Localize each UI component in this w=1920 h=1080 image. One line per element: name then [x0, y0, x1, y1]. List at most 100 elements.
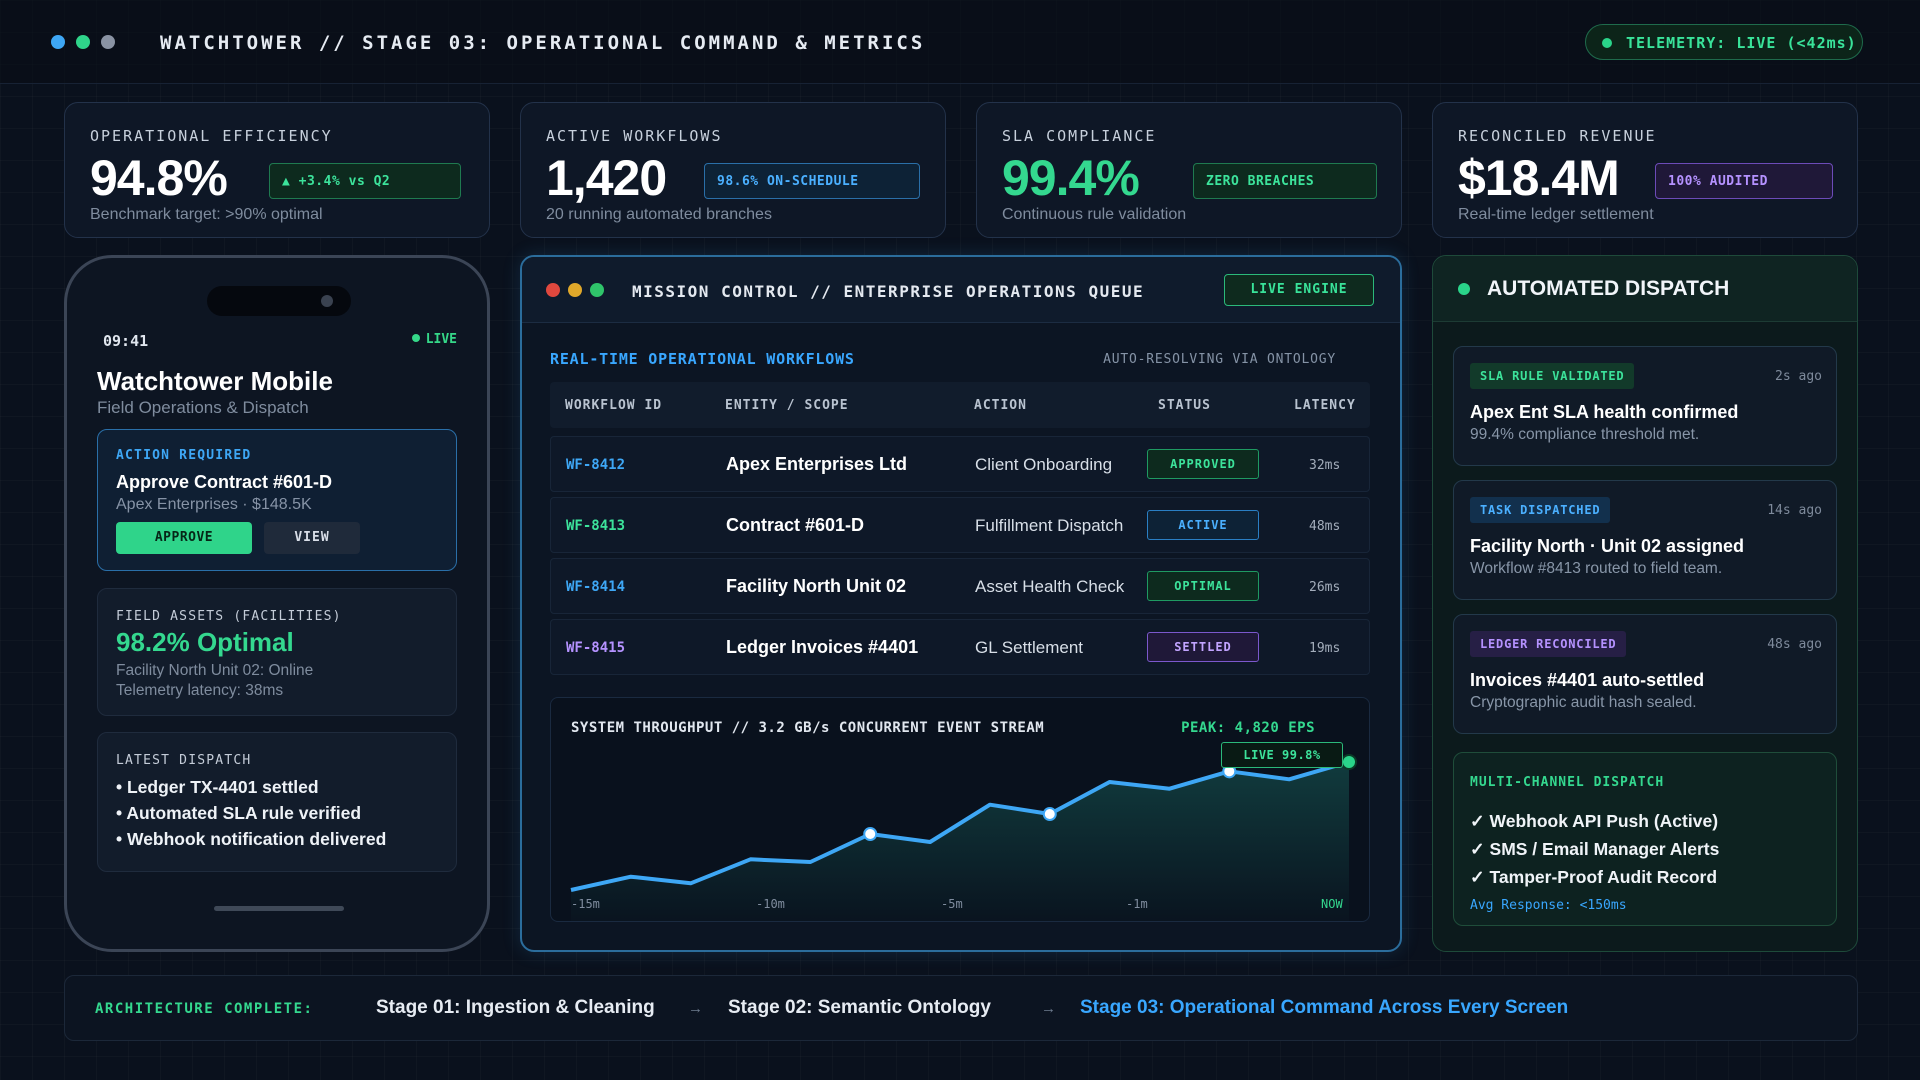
event-title: Invoices #4401 auto-settled [1470, 670, 1705, 690]
window-maximize-icon[interactable] [590, 283, 604, 297]
latency-value: 48ms [1309, 519, 1341, 534]
stage-link-02[interactable]: Stage 02: Semantic Ontology [728, 997, 991, 1018]
column-header: STATUS [1158, 398, 1211, 413]
stage-link-01[interactable]: Stage 01: Ingestion & Cleaning [376, 997, 655, 1018]
window-dot-blue-icon[interactable] [51, 35, 65, 49]
mission-title: MISSION CONTROL // ENTERPRISE OPERATIONS… [632, 282, 1145, 301]
entity-name: Facility North Unit 02 [726, 576, 907, 596]
action-text: Fulfillment Dispatch [975, 516, 1124, 535]
latest-dispatch-card: LATEST DISPATCH • Ledger TX-4401 settled… [97, 732, 457, 872]
status-badge: APPROVED [1147, 449, 1259, 479]
action-text: GL Settlement [975, 638, 1084, 657]
table-row[interactable]: WF-8415 Ledger Invoices #4401 GL Settlem… [550, 619, 1370, 675]
dispatch-event-card[interactable]: TASK DISPATCHED 14s ago Facility North ·… [1453, 480, 1837, 600]
dispatch-item: • Webhook notification delivered [116, 829, 387, 849]
mission-header: MISSION CONTROL // ENTERPRISE OPERATIONS… [522, 257, 1400, 323]
mobile-phone-mockup: 09:41 LIVE Watchtower Mobile Field Opera… [64, 255, 490, 952]
telemetry-label: TELEMETRY: LIVE (<42ms) [1626, 34, 1857, 52]
kpi-badge: 100% AUDITED [1655, 163, 1833, 199]
table-row[interactable]: WF-8413 Contract #601-D Fulfillment Disp… [550, 497, 1370, 553]
event-tag: LEDGER RECONCILED [1470, 631, 1627, 657]
kpi-subtext: 20 running automated branches [546, 206, 772, 223]
kpi-label: ACTIVE WORKFLOWS [546, 127, 723, 145]
throughput-chart-svg: -15m -10m -5m -1m NOW [570, 754, 1357, 921]
action-text: Client Onboarding [975, 455, 1113, 474]
chart-peak-label: PEAK: 4,820 EPS [1181, 720, 1315, 736]
dispatch-item: • Ledger TX-4401 settled [116, 777, 319, 797]
x-tick-label: NOW [1321, 897, 1343, 911]
field-assets-card: FIELD ASSETS (FACILITIES) 98.2% Optimal … [97, 588, 457, 716]
phone-live-indicator: LIVE [411, 332, 457, 347]
entity-name: Apex Enterprises Ltd [726, 454, 908, 474]
architecture-label: ARCHITECTURE COMPLETE: [95, 1001, 314, 1017]
kpi-label: SLA COMPLIANCE [1002, 127, 1157, 145]
event-time: 2s ago [1775, 369, 1822, 384]
arrow-right-icon: → [688, 1000, 703, 1017]
phone-time: 09:41 [103, 332, 149, 350]
latency-value: 19ms [1309, 641, 1341, 656]
kpi-badge: 98.6% ON-SCHEDULE [704, 163, 920, 199]
event-subtitle: 99.4% compliance threshold met. [1470, 426, 1700, 443]
action-required-label: ACTION REQUIRED [116, 448, 252, 463]
table-row[interactable]: WF-8414 Facility North Unit 02 Asset Hea… [550, 558, 1370, 614]
workflow-id[interactable]: WF-8413 [566, 518, 626, 534]
x-tick-label: -15m [571, 897, 600, 911]
kpi-badge: ▲ +3.4% vs Q2 [269, 163, 461, 199]
throughput-chart: SYSTEM THROUGHPUT // 3.2 GB/s CONCURRENT… [550, 697, 1370, 922]
column-header: LATENCY [1294, 398, 1356, 413]
throughput-area [571, 762, 1349, 921]
window-dot-gray-icon[interactable] [101, 35, 115, 49]
dispatch-event-card[interactable]: LEDGER RECONCILED 48s ago Invoices #4401… [1453, 614, 1837, 734]
kpi-subtext: Continuous rule validation [1002, 206, 1187, 223]
dispatch-event-card[interactable]: SLA RULE VALIDATED 2s ago Apex Ent SLA h… [1453, 346, 1837, 466]
status-badge: OPTIMAL [1147, 571, 1259, 601]
auto-resolving-label: AUTO-RESOLVING VIA ONTOLOGY [1103, 352, 1336, 367]
field-assets-label: FIELD ASSETS (FACILITIES) [116, 609, 342, 624]
kpi-value: 1,420 [546, 150, 667, 206]
x-tick-label: -10m [756, 897, 785, 911]
workflow-id[interactable]: WF-8415 [566, 640, 626, 656]
telemetry-badge: TELEMETRY: LIVE (<42ms) [1585, 24, 1863, 60]
dispatch-live-dot-icon [1458, 283, 1470, 295]
kpi-card-sla: SLA COMPLIANCE 99.4% ZERO BREACHES Conti… [976, 102, 1402, 238]
chart-title: SYSTEM THROUGHPUT // 3.2 GB/s CONCURRENT… [571, 720, 1045, 736]
kpi-value: $18.4M [1458, 150, 1620, 206]
page-title: WATCHTOWER // STAGE 03: OPERATIONAL COMM… [160, 32, 926, 54]
event-tag: TASK DISPATCHED [1470, 497, 1611, 523]
workflow-id[interactable]: WF-8414 [566, 579, 626, 595]
multi-channel-label: MULTI-CHANNEL DISPATCH [1470, 775, 1665, 790]
event-time: 14s ago [1767, 503, 1822, 518]
workflow-id[interactable]: WF-8412 [566, 457, 626, 473]
live-dot-icon [411, 334, 420, 342]
field-assets-line: Telemetry latency: 38ms [116, 682, 284, 699]
phone-app-title: Watchtower Mobile [97, 366, 333, 396]
kpi-value: 94.8% [90, 150, 228, 206]
entity-name: Contract #601-D [726, 515, 865, 535]
window-close-icon[interactable] [546, 283, 560, 297]
window-dot-green-icon[interactable] [76, 35, 90, 49]
stage-link-03[interactable]: Stage 03: Operational Command Across Eve… [1080, 997, 1569, 1018]
latest-dispatch-label: LATEST DISPATCH [116, 753, 252, 768]
home-indicator[interactable] [214, 906, 344, 911]
architecture-footer: ARCHITECTURE COMPLETE: Stage 01: Ingesti… [64, 975, 1858, 1041]
dispatch-header: AUTOMATED DISPATCH [1433, 256, 1857, 322]
data-point [1042, 807, 1057, 821]
kpi-subtext: Benchmark target: >90% optimal [90, 206, 323, 223]
view-button[interactable]: VIEW [264, 522, 360, 554]
approve-button[interactable]: APPROVE [116, 522, 252, 554]
table-row[interactable]: WF-8412 Apex Enterprises Ltd Client Onbo… [550, 436, 1370, 492]
automated-dispatch-panel: AUTOMATED DISPATCH SLA RULE VALIDATED 2s… [1432, 255, 1858, 952]
chart-live-label: LIVE 99.8% [1221, 742, 1343, 768]
event-subtitle: Workflow #8413 routed to field team. [1470, 560, 1723, 577]
avg-response: Avg Response: <150ms [1470, 898, 1627, 913]
window-minimize-icon[interactable] [568, 283, 582, 297]
action-required-card: ACTION REQUIRED Approve Contract #601-D … [97, 429, 457, 571]
kpi-value: 99.4% [1002, 150, 1140, 206]
arrow-right-icon: → [1041, 1000, 1056, 1017]
live-engine-button[interactable]: LIVE ENGINE [1224, 274, 1374, 306]
kpi-badge: ZERO BREACHES [1193, 163, 1377, 199]
camera-icon [321, 295, 333, 307]
status-badge: ACTIVE [1147, 510, 1259, 540]
latency-value: 26ms [1309, 580, 1341, 595]
column-header: ENTITY / SCOPE [725, 398, 849, 413]
